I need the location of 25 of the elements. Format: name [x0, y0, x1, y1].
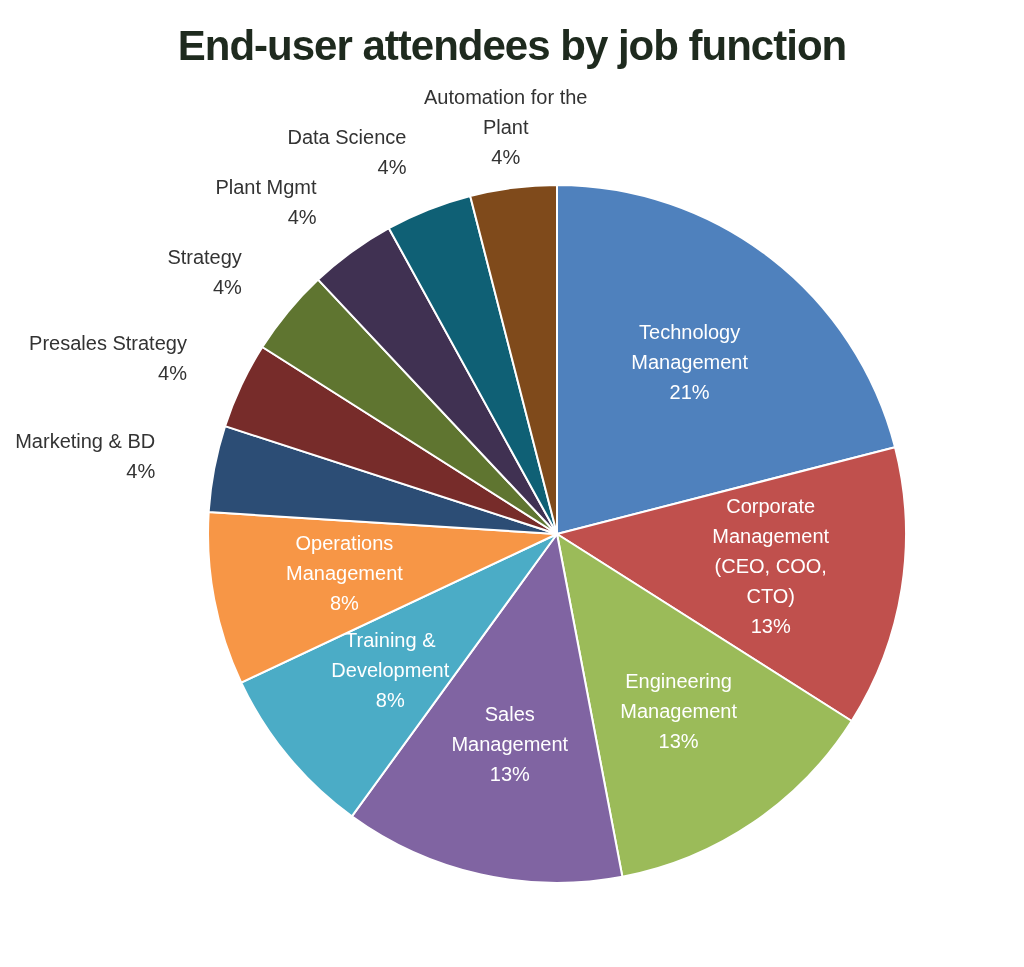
slice-label: Strategy — [167, 245, 242, 268]
data-label: 4% — [212, 275, 243, 298]
data-label: 4% — [287, 205, 317, 228]
data-label: 8% — [375, 689, 405, 712]
slice-label: Operations Management — [286, 532, 404, 585]
data-label: 13% — [489, 762, 531, 785]
slice-label: Marketing & BD — [15, 429, 156, 452]
slice-label: Sales Management — [451, 702, 569, 755]
slice-label: Corporate Management (CEO, COO, CTO) — [712, 495, 830, 608]
data-label: 4% — [158, 362, 188, 385]
data-label: 4% — [126, 459, 156, 482]
slice-label: Data Science — [287, 126, 407, 149]
data-label: 13% — [750, 615, 791, 638]
slice-label: Plant Mgmt — [215, 175, 318, 198]
slice-label: Engineering Management — [620, 670, 738, 723]
data-label: 8% — [330, 592, 360, 615]
slice-label: Technology Management — [631, 320, 749, 373]
slice-label: Automation for the Plant — [424, 85, 588, 138]
data-label: 21% — [669, 380, 710, 403]
data-label: 4% — [491, 145, 521, 168]
slice-label: Presales Strategy — [29, 332, 187, 355]
data-label: 4% — [377, 156, 407, 179]
chart-title: End-user attendees by job function — [176, 22, 848, 71]
data-label: 13% — [658, 730, 699, 753]
slice-label: Training & Development — [331, 629, 450, 682]
